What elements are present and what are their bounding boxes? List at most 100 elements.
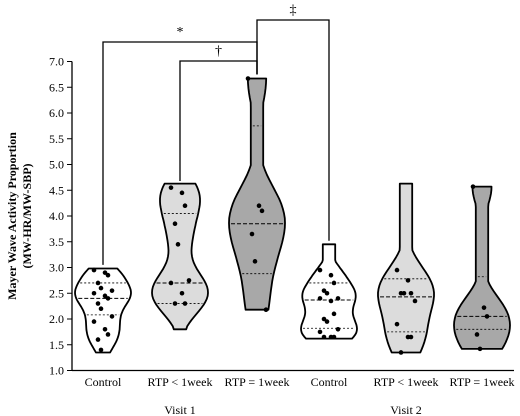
significance-symbol-2: † (215, 44, 222, 59)
x-tick-label-1: Control (85, 375, 122, 389)
y-tick-label-11: 6.5 (49, 80, 64, 94)
data-point (98, 347, 104, 353)
y-tick-label-3: 2.5 (49, 286, 64, 300)
data-point (245, 76, 251, 81)
violin-body (228, 77, 286, 311)
y-axis-label: Mayer Wave Activity Proportion (MW-HR/MW… (5, 132, 34, 300)
data-point (98, 306, 104, 312)
data-point (102, 270, 108, 275)
data-point (91, 290, 97, 296)
violins (74, 76, 511, 355)
data-point (321, 334, 327, 340)
data-point (328, 298, 334, 304)
significance-brackets: * † ‡ (102, 3, 330, 265)
violin-body (74, 267, 132, 354)
data-point (328, 272, 334, 278)
x-tick-label-4: Control (311, 375, 348, 389)
data-point (331, 311, 337, 317)
significance-symbol-3: ‡ (290, 3, 297, 18)
data-point (175, 242, 181, 247)
data-point (168, 185, 174, 190)
y-tick-label-9: 5.5 (49, 132, 64, 146)
data-point (105, 296, 111, 301)
y-tick-label-2: 2.0 (49, 312, 64, 326)
data-point (256, 203, 262, 208)
bracket-3 (256, 19, 330, 241)
data-point (321, 316, 327, 322)
y-tick-label-1: 1.5 (49, 338, 64, 352)
data-point (95, 301, 101, 306)
data-point (331, 280, 337, 286)
data-point (263, 307, 269, 313)
data-point (317, 296, 323, 301)
data-point (102, 327, 108, 332)
data-point (335, 327, 341, 332)
data-point (408, 334, 414, 340)
y-tick-label-5: 3.5 (49, 235, 64, 249)
y-tick-label-4: 3.0 (49, 261, 64, 275)
group-label-2: Visit 2 (390, 403, 422, 416)
data-point (179, 190, 185, 196)
data-point (474, 332, 480, 337)
data-point (394, 321, 400, 327)
data-point (470, 184, 476, 189)
x-tick-labels: Control RTP < 1week RTP = 1week Control RTP … (85, 375, 515, 389)
data-point (324, 290, 330, 296)
data-point (405, 278, 411, 283)
data-point (324, 319, 330, 324)
y-axis-label-line2: (MW-HR/MW-SBP) (20, 163, 34, 268)
data-point (398, 350, 404, 355)
x-tick-label-5: RTP < 1week (374, 375, 439, 389)
data-point (477, 346, 483, 352)
data-point (109, 314, 115, 319)
violin-body (377, 182, 435, 354)
data-point (98, 285, 104, 291)
data-point (259, 208, 265, 214)
x-tick-label-6: RTP = 1week (450, 375, 515, 389)
group-label-1: Visit 1 (164, 403, 196, 416)
axes: 1.0 1.5 2.0 2.5 3.0 3.5 4.0 4.5 5.0 5.5 6.0 6.5 7.0 (49, 55, 514, 378)
bracket-2 (179, 60, 258, 181)
data-point (95, 337, 101, 342)
data-point (91, 267, 97, 273)
data-point (182, 301, 188, 306)
data-point (484, 314, 490, 319)
violin-5 (377, 182, 435, 355)
data-point (331, 334, 337, 340)
data-point (321, 288, 327, 293)
data-point (95, 280, 101, 286)
y-axis-label-line1: Mayer Wave Activity Proportion (5, 132, 19, 300)
violin-1 (74, 267, 132, 354)
data-point (105, 272, 111, 278)
violin-4 (300, 243, 358, 340)
y-tick-label-8: 5.0 (49, 158, 64, 172)
data-point (182, 203, 188, 208)
data-point (408, 290, 414, 296)
data-point (179, 290, 185, 296)
data-point (172, 301, 178, 306)
data-point (252, 259, 258, 264)
data-point (102, 293, 108, 299)
data-point (317, 329, 323, 335)
data-point (168, 280, 174, 286)
violin-3 (228, 76, 286, 313)
x-tick-label-2: RTP < 1week (148, 375, 213, 389)
y-tick-label-0: 1.0 (49, 364, 64, 378)
data-point (172, 221, 178, 227)
y-tick-label-7: 4.5 (49, 183, 64, 197)
violin-body (453, 185, 511, 350)
data-point (317, 267, 323, 273)
x-tick-label-3: RTP = 1week (225, 375, 290, 389)
significance-symbol-1: * (177, 25, 184, 40)
data-point (249, 231, 255, 237)
violin-body (300, 243, 358, 340)
data-point (91, 319, 97, 324)
data-point (109, 288, 115, 293)
violin-2 (151, 182, 209, 331)
violin-body (151, 182, 209, 331)
data-point (186, 278, 192, 283)
data-point (401, 290, 407, 296)
data-point (394, 267, 400, 273)
